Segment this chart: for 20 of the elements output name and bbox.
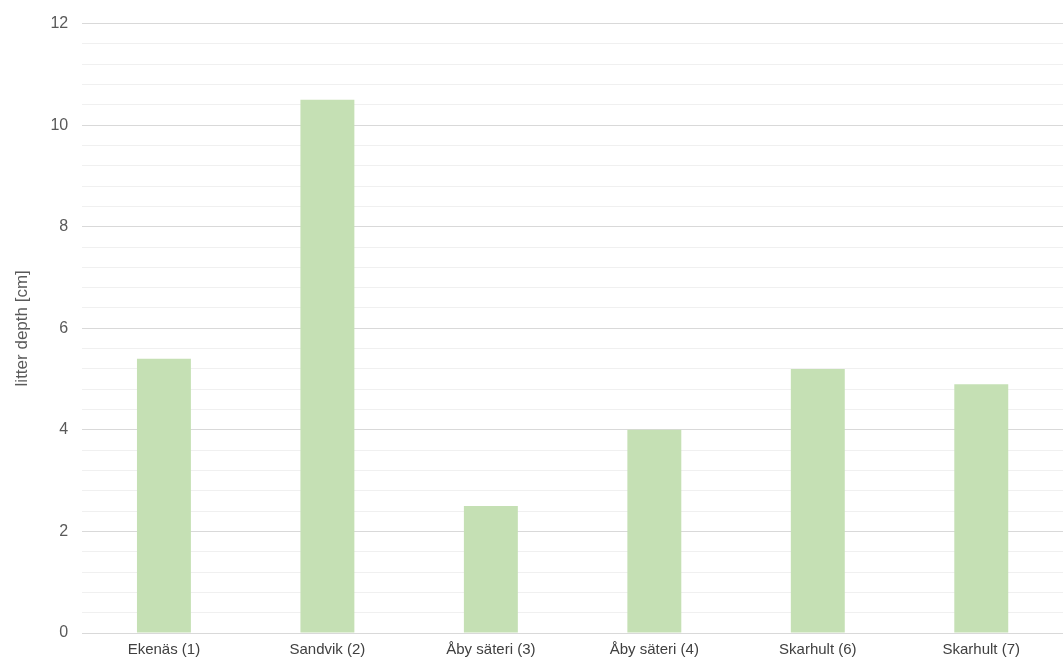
bar <box>790 368 845 633</box>
y-tick-label: 4 <box>59 420 69 438</box>
y-tick-label: 0 <box>59 623 69 641</box>
x-tick-label: Skarhult (6) <box>779 640 857 658</box>
y-tick-label: 6 <box>59 318 69 336</box>
y-tick-label: 8 <box>59 217 69 235</box>
bar <box>463 506 518 633</box>
y-tick-label: 10 <box>50 115 69 133</box>
x-tick-label: Skarhult (7) <box>942 640 1021 658</box>
y-axis-title: litter depth [cm] <box>11 270 31 387</box>
x-tick-label: Åby säteri (3) <box>446 640 536 658</box>
bar <box>300 99 355 633</box>
y-tick-label: 2 <box>59 521 69 539</box>
x-tick-label: Åby säteri (4) <box>609 640 699 658</box>
y-tick-label: 12 <box>50 14 69 32</box>
x-tick-label: Ekenäs (1) <box>127 640 201 658</box>
bar <box>136 358 191 633</box>
x-tick-label: Sandvik (2) <box>289 640 366 658</box>
bar <box>627 429 682 633</box>
bar <box>954 384 1009 633</box>
